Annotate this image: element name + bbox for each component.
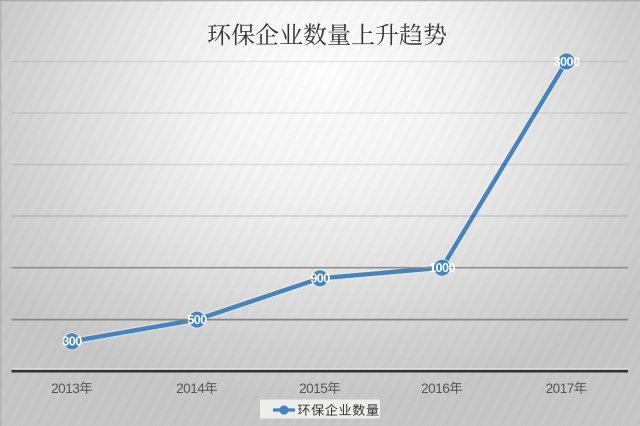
svg-text:900: 900 — [310, 272, 330, 286]
svg-text:2013: 2013 — [51, 381, 79, 396]
svg-text:2014: 2014 — [176, 381, 205, 396]
svg-text:2017: 2017 — [546, 381, 574, 396]
svg-text:2016: 2016 — [421, 381, 449, 396]
svg-text:300: 300 — [62, 335, 82, 349]
svg-text:2015: 2015 — [299, 381, 327, 396]
svg-text:500: 500 — [187, 313, 207, 327]
svg-text:1000: 1000 — [429, 261, 455, 275]
svg-text:3000: 3000 — [554, 55, 580, 69]
